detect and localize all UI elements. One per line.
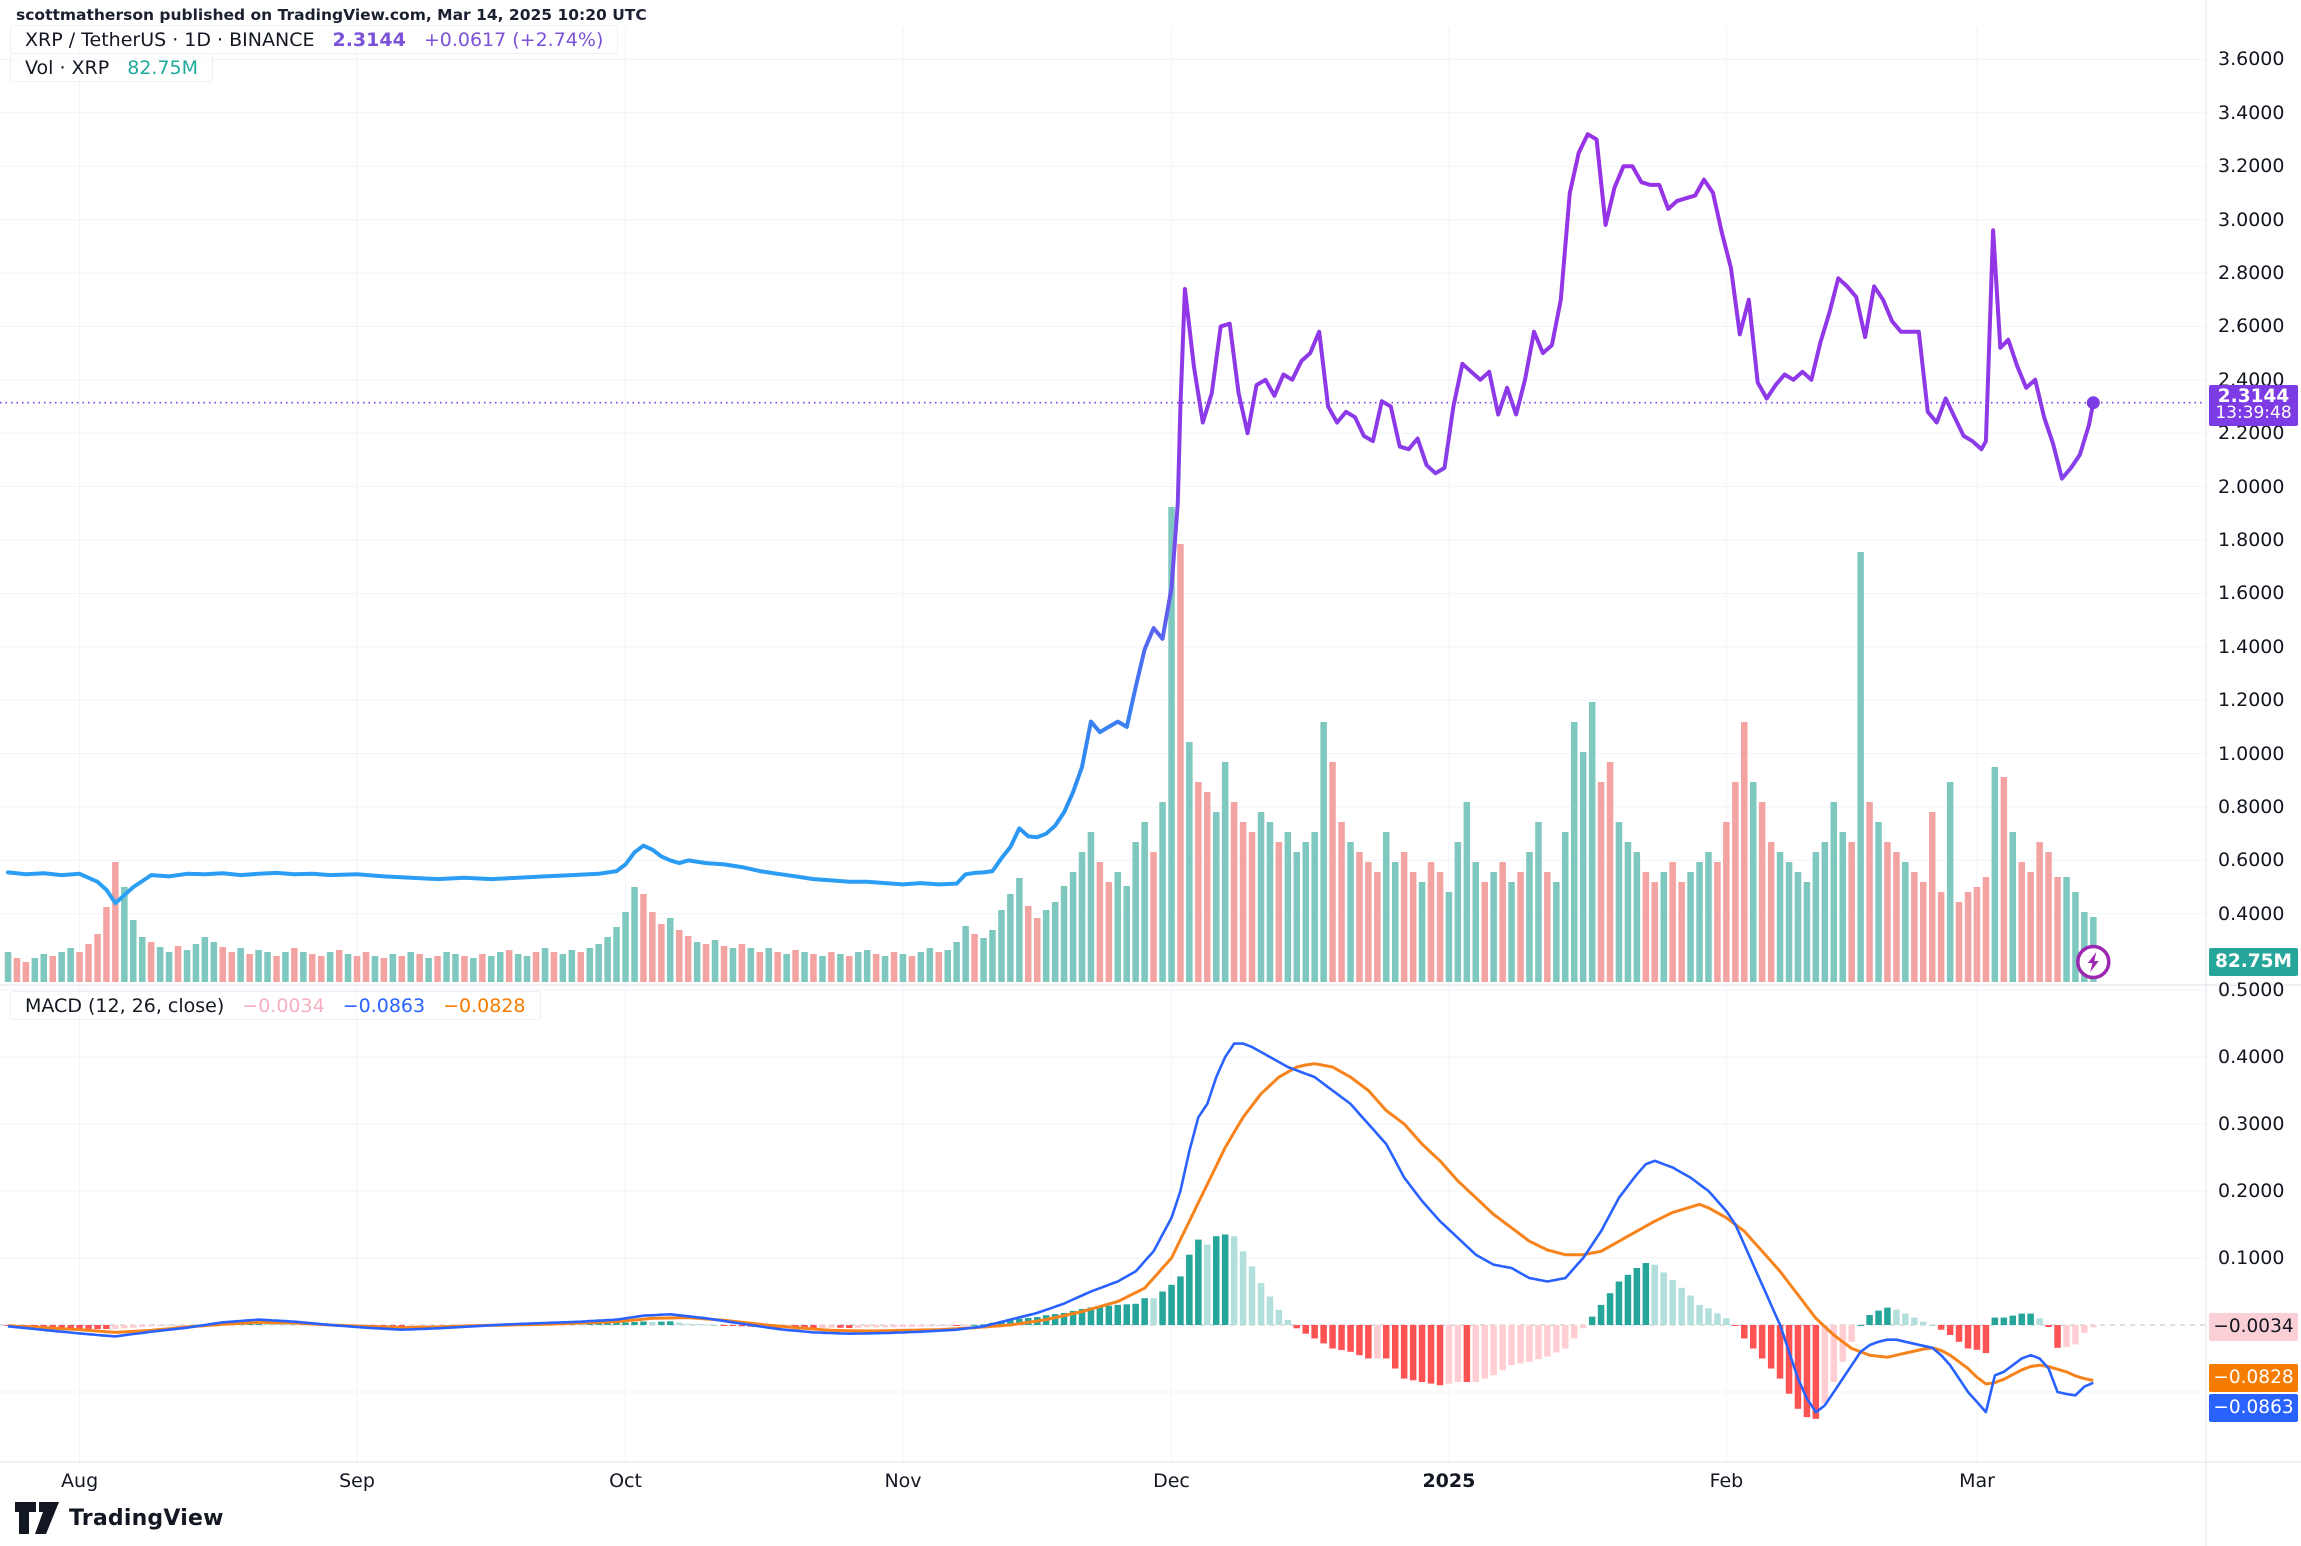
volume-histogram — [4, 507, 2097, 982]
macd-axis-tick: 0.4000 — [2218, 1046, 2285, 1068]
time-axis-label: Oct — [609, 1470, 642, 1492]
volume-value: 82.75M — [127, 56, 199, 79]
macd-line-value: −0.0863 — [342, 994, 426, 1017]
macd-histogram — [4, 1234, 2097, 1419]
price-axis-tick: 2.0000 — [2218, 475, 2285, 498]
price-axis-tick: 1.8000 — [2218, 529, 2285, 551]
price-axis-tick: 3.4000 — [2218, 101, 2285, 124]
macd-label: MACD (12, 26, close) — [25, 994, 225, 1017]
current-price-badge: 2.3144 13:39:48 — [2209, 385, 2298, 426]
macd-legend-row[interactable]: MACD (12, 26, close) −0.0034 −0.0863 −0.… — [10, 991, 541, 1020]
tradingview-logo-icon — [15, 1502, 59, 1534]
price-axis-tick: 1.6000 — [2218, 582, 2285, 605]
macd-signal-badge: −0.0828 — [2209, 1364, 2298, 1392]
lightning-icon[interactable] — [2076, 944, 2111, 980]
volume-legend-row[interactable]: Vol · XRP 82.75M — [10, 53, 214, 82]
symbol-last-price: 2.3144 — [332, 28, 406, 51]
time-scale[interactable] — [0, 1462, 2206, 1504]
volume-label: Vol · XRP — [25, 56, 110, 79]
macd-axis-tick: 0.1000 — [2218, 1247, 2285, 1269]
time-axis-label: Nov — [884, 1470, 922, 1492]
price-axis-tick: 1.4000 — [2218, 635, 2285, 658]
macd-line-badge: −0.0863 — [2209, 1394, 2298, 1422]
macd-axis-tick: 0.5000 — [2218, 979, 2285, 1001]
tradingview-logo[interactable]: TradingView — [14, 1498, 224, 1538]
macd-axis-tick: 0.3000 — [2218, 1113, 2285, 1135]
price-axis-tick: 3.0000 — [2218, 208, 2285, 231]
price-axis-tick: 2.8000 — [2218, 262, 2285, 284]
symbol-title: XRP / TetherUS · 1D · BINANCE — [25, 28, 315, 51]
macd-hist-badge: −0.0034 — [2209, 1313, 2298, 1341]
last-price-dot — [2086, 396, 2100, 410]
time-axis-label: Aug — [61, 1470, 99, 1492]
macd-signal-value: −0.0828 — [443, 994, 526, 1017]
macd-hist-value: −0.0034 — [242, 994, 325, 1017]
symbol-change: +0.0617 (+2.74%) — [423, 28, 604, 51]
macd-main-line — [7, 1042, 2094, 1414]
price-axis-tick: 0.6000 — [2218, 849, 2285, 872]
time-axis-label: Dec — [1153, 1470, 1190, 1492]
time-axis-label: Mar — [1959, 1470, 1995, 1492]
tradingview-logo-text: TradingView — [69, 1505, 224, 1531]
time-axis-label: Feb — [1709, 1470, 1744, 1492]
symbol-legend-row[interactable]: XRP / TetherUS · 1D · BINANCE 2.3144 +0.… — [10, 25, 619, 54]
time-gridlines — [79, 28, 1978, 1462]
price-axis-tick: 1.2000 — [2218, 689, 2285, 712]
price-axis-tick: 3.2000 — [2218, 155, 2285, 178]
price-axis-tick: 0.4000 — [2218, 902, 2285, 925]
current-price-value: 2.3144 — [2217, 386, 2290, 407]
price-axis-tick: 2.6000 — [2218, 315, 2285, 338]
price-axis-tick: 3.6000 — [2218, 48, 2285, 71]
time-axis-label: 2025 — [1422, 1470, 1476, 1492]
price-axis-tick: 1.0000 — [2218, 742, 2285, 765]
time-axis-label: Sep — [339, 1470, 375, 1492]
price-line — [6, 132, 2096, 906]
price-gridlines — [0, 58, 2206, 915]
publish-watermark: scottmatherson published on TradingView.… — [16, 6, 647, 24]
bar-countdown: 13:39:48 — [2215, 403, 2292, 423]
macd-axis-tick: 0.2000 — [2218, 1180, 2285, 1202]
price-axis-tick: 0.8000 — [2218, 796, 2285, 818]
macd-gridlines — [0, 989, 2206, 1393]
price-axis-tick: 2.2000 — [2218, 422, 2285, 445]
volume-axis-badge: 82.75M — [2209, 948, 2298, 976]
